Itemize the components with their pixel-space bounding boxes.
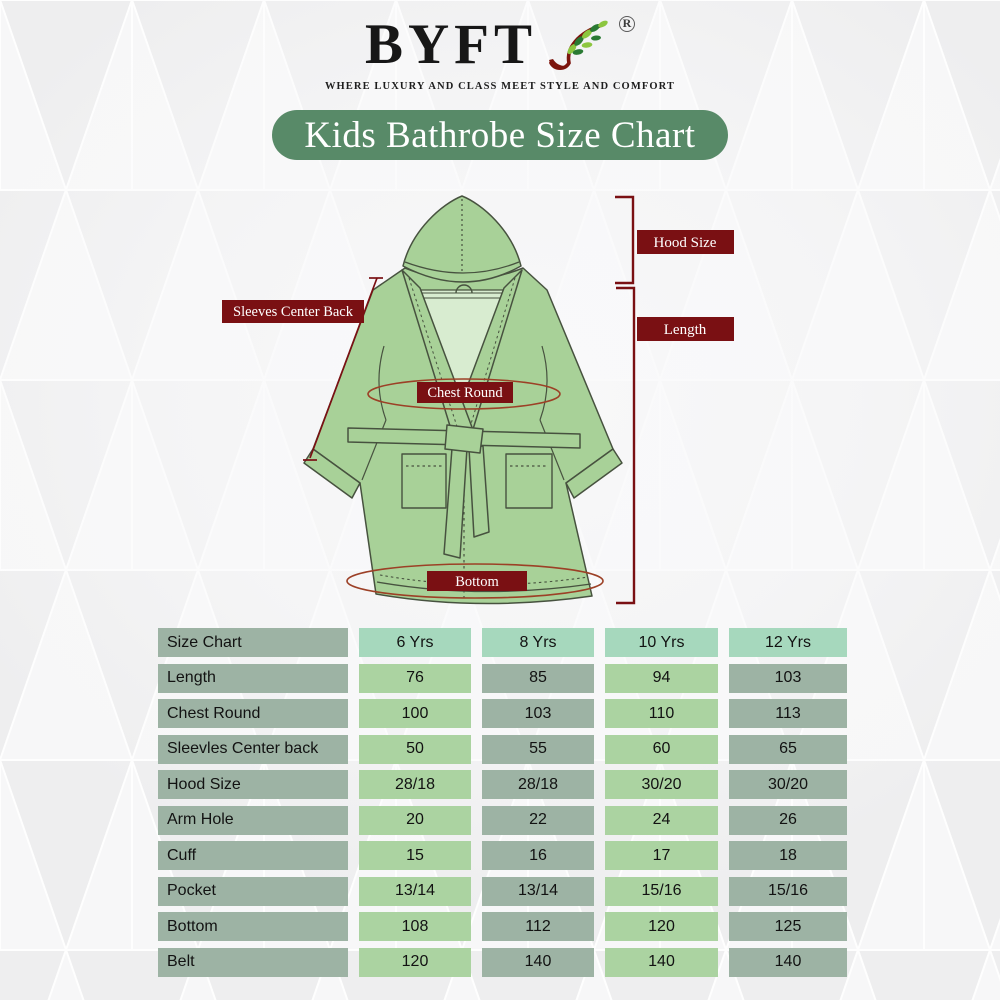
value-cell: 16 [482, 841, 594, 870]
length-label: Length [664, 322, 707, 338]
value-cell: 140 [605, 947, 718, 977]
hood-size-bracket [615, 195, 635, 285]
table-header-12yrs: 12 Yrs [729, 628, 847, 657]
value-cell: 22 [482, 805, 594, 835]
bathrobe-measurement-diagram: Hood Size Length Sleeves Center Back Che… [222, 195, 734, 605]
table-header-size-chart: Size Chart [158, 628, 348, 657]
value-cell: 17 [605, 841, 718, 870]
value-cell: 15/16 [729, 876, 847, 906]
value-cell: 13/14 [359, 876, 471, 906]
sleeves-center-back-label: Sleeves Center Back [233, 304, 354, 320]
value-cell: 24 [605, 805, 718, 835]
value-cell: 55 [482, 734, 594, 764]
value-cell: 125 [729, 912, 847, 941]
value-cell: 94 [605, 663, 718, 693]
leaf-branch-icon [545, 16, 611, 74]
value-cell: 112 [482, 912, 594, 941]
value-cell: 20 [359, 805, 471, 835]
row-label-hood-size: Hood Size [158, 770, 348, 799]
row-label-bottom: Bottom [158, 912, 348, 941]
row-label-length: Length [158, 663, 348, 693]
chest-round-ellipse [367, 378, 561, 410]
value-cell: 15 [359, 841, 471, 870]
row-label-arm-hole: Arm Hole [158, 805, 348, 835]
table-header-8yrs: 8 Yrs [482, 628, 594, 657]
value-cell: 85 [482, 663, 594, 693]
length-label-box [637, 317, 734, 341]
registered-trademark-icon: R [619, 16, 636, 32]
value-cell: 30/20 [605, 770, 718, 799]
value-cell: 113 [729, 699, 847, 728]
value-cell: 103 [729, 663, 847, 693]
row-label-sleeves-center-back: Sleevles Center back [158, 734, 348, 764]
bottom-ellipse [346, 563, 604, 599]
value-cell: 28/18 [359, 770, 471, 799]
value-cell: 26 [729, 805, 847, 835]
value-cell: 103 [482, 699, 594, 728]
bottom-label-box [427, 571, 527, 591]
sleeves-measure-line [303, 277, 383, 461]
value-cell: 110 [605, 699, 718, 728]
value-cell: 13/14 [482, 876, 594, 906]
robe-illustration [303, 195, 623, 605]
brand-name: BYFT [364, 13, 538, 76]
row-label-chest-round: Chest Round [158, 699, 348, 728]
size-table: Size Chart 6 Yrs 8 Yrs 10 Yrs 12 Yrs Len… [158, 628, 848, 977]
brand-header: BYFT R [0, 13, 1000, 93]
value-cell: 108 [359, 912, 471, 941]
value-cell: 76 [359, 663, 471, 693]
value-cell: 15/16 [605, 876, 718, 906]
brand-tagline: WHERE LUXURY AND CLASS MEET STYLE AND CO… [324, 81, 676, 92]
value-cell: 120 [605, 912, 718, 941]
chest-round-label: Chest Round [427, 385, 503, 401]
row-label-pocket: Pocket [158, 876, 348, 906]
length-bracket [616, 286, 636, 605]
sleeves-label-box [222, 300, 364, 323]
table-header-10yrs: 10 Yrs [605, 628, 718, 657]
page-title: Kids Bathrobe Size Chart [304, 114, 696, 156]
value-cell: 18 [729, 841, 847, 870]
value-cell: 50 [359, 734, 471, 764]
hood-size-label: Hood Size [654, 235, 717, 251]
hood-size-label-box [637, 230, 734, 254]
table-header-6yrs: 6 Yrs [359, 628, 471, 657]
row-label-belt: Belt [158, 947, 348, 977]
value-cell: 65 [729, 734, 847, 764]
value-cell: 140 [729, 947, 847, 977]
title-banner: Kids Bathrobe Size Chart [272, 110, 728, 160]
row-label-cuff: Cuff [158, 841, 348, 870]
value-cell: 140 [482, 947, 594, 977]
bottom-label: Bottom [455, 574, 499, 590]
value-cell: 28/18 [482, 770, 594, 799]
value-cell: 60 [605, 734, 718, 764]
value-cell: 30/20 [729, 770, 847, 799]
chest-round-label-box [417, 382, 513, 403]
value-cell: 100 [359, 699, 471, 728]
value-cell: 120 [359, 947, 471, 977]
